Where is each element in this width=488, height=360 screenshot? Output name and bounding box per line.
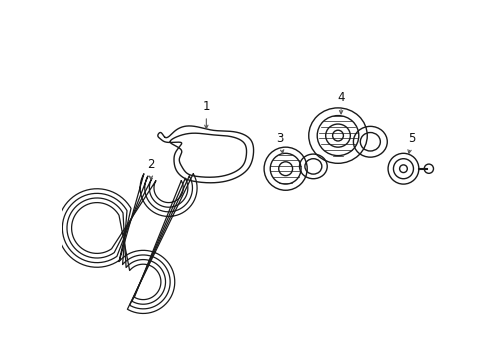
Text: 3: 3: [276, 132, 284, 153]
Text: 1: 1: [202, 100, 210, 129]
Text: 5: 5: [407, 132, 415, 153]
Text: 4: 4: [337, 91, 344, 114]
Text: 2: 2: [147, 158, 154, 179]
